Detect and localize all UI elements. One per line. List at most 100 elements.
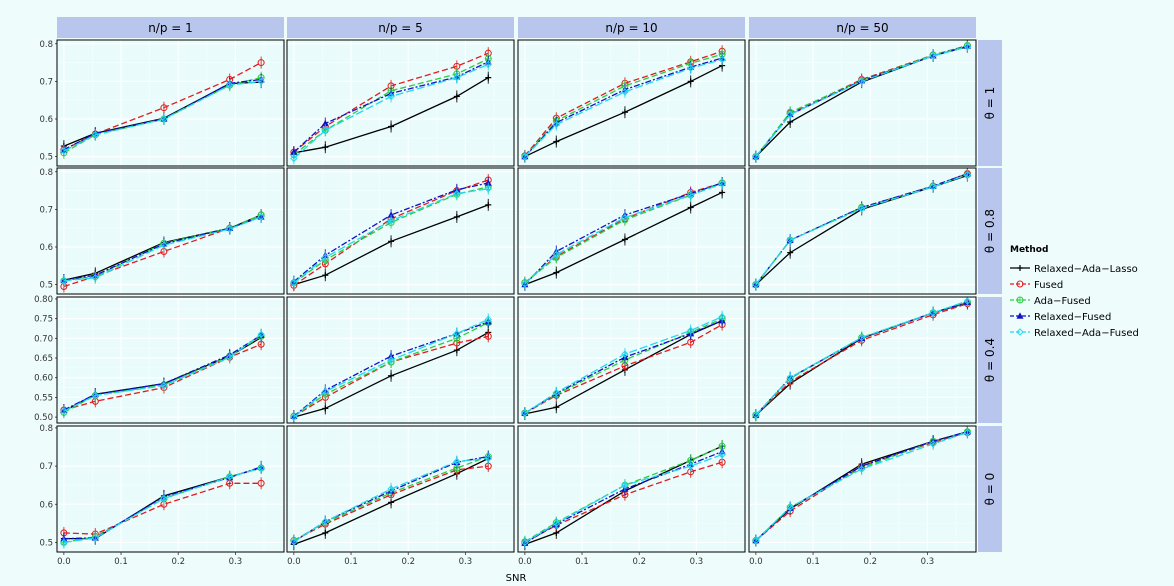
x-tick-label-c2-3: 0.3 <box>690 557 704 567</box>
panel-r0-c2 <box>517 39 746 167</box>
data-point <box>787 249 794 256</box>
x-tick-label-c3-2: 0.2 <box>863 557 877 567</box>
y-tick-label-r0-3: 0.8 <box>39 40 53 50</box>
y-tick-label-r2-1: 0.55 <box>34 393 53 403</box>
data-point-shape <box>686 191 695 199</box>
legend-item-0: Relaxed−Ada−Lasso <box>1010 264 1138 275</box>
y-tick-label-r2-6: 0.80 <box>34 295 53 305</box>
data-point-shape <box>963 171 972 179</box>
data-point <box>752 536 760 545</box>
data-point <box>621 88 629 96</box>
panel-background <box>56 39 285 167</box>
data-point-shape <box>60 538 68 547</box>
panel-r3-c3 <box>748 425 977 553</box>
panel-background <box>517 296 746 424</box>
y-tick-label-r1-2: 0.7 <box>39 205 53 215</box>
data-point-shape <box>321 253 330 262</box>
data-point-shape <box>857 77 866 86</box>
data-point <box>786 374 794 382</box>
data-point-shape <box>484 332 492 340</box>
x-tick-label-c1-3: 0.3 <box>459 557 473 567</box>
data-point <box>453 329 461 338</box>
y-tick-label-r0-0: 0.5 <box>39 153 53 163</box>
data-point <box>160 115 168 123</box>
x-tick-label-c0-3: 0.3 <box>229 557 243 567</box>
data-point-shape <box>786 374 794 382</box>
panel-background <box>286 167 515 295</box>
series-line-3 <box>293 321 489 417</box>
data-point <box>290 279 298 287</box>
data-point <box>686 64 695 72</box>
data-point-shape <box>963 428 972 437</box>
panel-series <box>60 209 265 293</box>
x-tick-label-c1-0: 0.0 <box>287 557 301 567</box>
data-point <box>553 138 560 145</box>
data-point-shape <box>521 409 529 417</box>
data-point-shape <box>963 43 972 51</box>
x-tick-label-c2-1: 0.1 <box>575 557 589 567</box>
data-point <box>321 253 330 262</box>
data-point <box>621 481 629 489</box>
series-line-3 <box>63 216 262 281</box>
data-point <box>484 184 492 193</box>
data-point-shape <box>60 277 68 285</box>
column-strip-label-2: n/p = 10 <box>605 21 657 35</box>
series-line-1 <box>63 214 262 288</box>
panel-border <box>748 425 977 553</box>
panel-r1-c3 <box>748 167 977 295</box>
data-point <box>387 356 395 364</box>
panel-border <box>56 425 285 553</box>
data-point <box>322 529 329 536</box>
panel-background <box>517 39 746 167</box>
panel-background <box>286 296 515 424</box>
row-strip-2 <box>978 297 1002 423</box>
data-point-shape <box>521 280 529 288</box>
data-point-shape <box>387 485 395 493</box>
data-point <box>60 538 68 547</box>
row-strip-label-2: θ = 0.4 <box>983 338 997 382</box>
data-point-shape <box>621 481 629 489</box>
row-strip-label-3: θ = 0 <box>983 473 997 506</box>
y-tick-label-r3-3: 0.8 <box>39 424 53 434</box>
data-point-shape <box>387 216 395 225</box>
panel-grid <box>287 40 514 166</box>
panel-series <box>290 174 492 292</box>
data-point-shape <box>929 183 937 191</box>
data-point-shape <box>321 387 330 396</box>
legend-swatch-marker <box>1016 296 1024 304</box>
data-point <box>621 236 628 243</box>
data-point <box>387 92 395 101</box>
legend-swatch-marker-shape <box>1016 328 1024 336</box>
data-point-shape <box>686 462 695 470</box>
y-tick-label-r2-5: 0.75 <box>34 315 53 325</box>
data-point-shape <box>786 236 794 244</box>
data-point <box>857 204 866 213</box>
data-point-shape <box>60 407 68 415</box>
panel-border <box>286 167 515 295</box>
data-point <box>484 454 492 463</box>
panel-series <box>290 313 492 423</box>
data-point <box>160 104 168 112</box>
data-point <box>929 440 937 448</box>
data-point-shape <box>91 131 100 139</box>
data-point <box>719 189 726 196</box>
panel-grid <box>287 426 514 552</box>
panel-background <box>56 425 285 553</box>
x-tick-label-c0-0: 0.0 <box>57 557 71 567</box>
legend-swatch-marker <box>1017 265 1023 271</box>
data-point-shape <box>552 388 561 397</box>
data-point <box>225 225 234 233</box>
column-strip-label-0: n/p = 1 <box>148 21 193 35</box>
data-point-shape <box>552 250 561 259</box>
legend-item-3: Relaxed−Fused <box>1010 312 1111 323</box>
data-point <box>718 450 726 459</box>
data-point-shape <box>160 115 168 123</box>
data-point-shape <box>387 356 395 364</box>
panel-r1-c0 <box>56 167 285 295</box>
data-point-shape <box>257 464 265 472</box>
data-point-shape <box>160 494 168 503</box>
panel-grid <box>57 168 284 294</box>
panels-layer: 0.50.60.70.80.50.60.70.80.500.550.600.65… <box>34 39 977 567</box>
data-point <box>160 494 168 503</box>
